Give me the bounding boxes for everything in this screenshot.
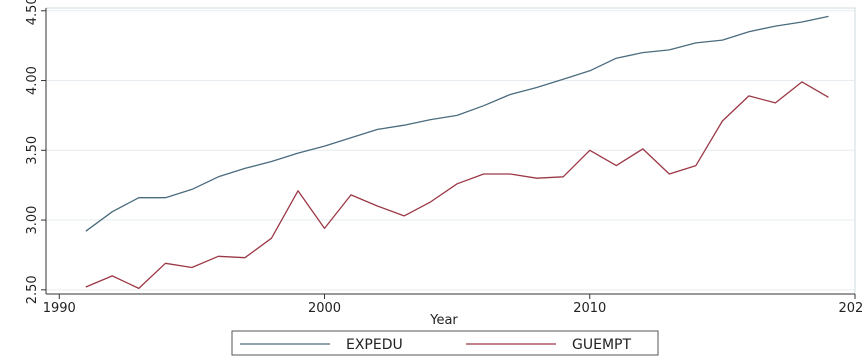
x-tick-label: 2020	[838, 301, 863, 316]
x-tick-label: 2000	[308, 301, 341, 316]
x-axis: 1990 2000 2010 2020	[43, 293, 863, 316]
series-line-guempt	[85, 81, 829, 290]
plot-area	[45, 7, 856, 295]
legend: EXPEDU GUEMPT	[231, 330, 659, 356]
x-axis-label: Year	[429, 313, 458, 328]
y-tick-label: 3.50	[25, 136, 40, 165]
gridlines	[46, 10, 855, 291]
y-axis: 2.50 3.00 3.50 4.00 4.50	[25, 0, 47, 304]
series-lines	[85, 15, 829, 290]
y-tick-label: 3.00	[25, 206, 40, 235]
y-tick-label: 2.50	[25, 275, 40, 304]
legend-box	[231, 330, 659, 356]
x-tick-label: 1990	[43, 301, 76, 316]
y-tick-label: 4.00	[25, 66, 40, 95]
x-tick-label: 2010	[573, 301, 606, 316]
y-tick-label: 4.50	[25, 0, 40, 25]
legend-label-expedu: EXPEDU	[346, 337, 403, 353]
legend-label-guempt: GUEMPT	[572, 337, 631, 353]
series-line-expedu	[85, 15, 829, 232]
